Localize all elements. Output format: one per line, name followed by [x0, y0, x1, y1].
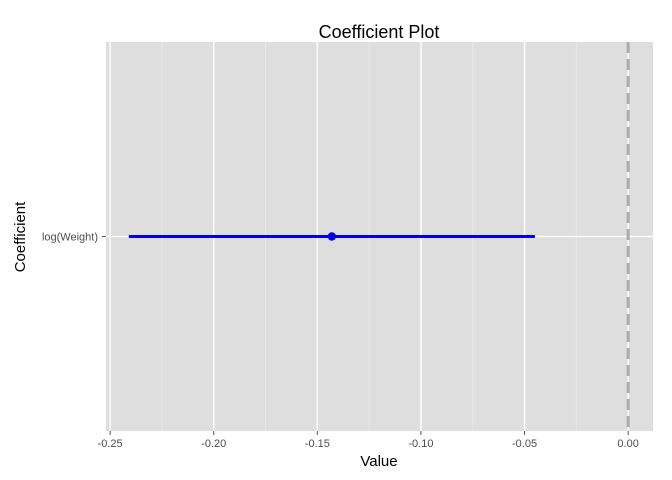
y-tick-label: log(Weight) — [42, 232, 98, 244]
x-axis-title: Value — [360, 453, 397, 470]
x-tick-label: -0.05 — [512, 438, 537, 450]
x-tick-label: 0.00 — [617, 438, 638, 450]
plot-marks — [128, 42, 630, 431]
point-estimate — [327, 232, 337, 241]
x-tick-label: -0.10 — [408, 438, 433, 450]
x-tick-label: -0.20 — [201, 438, 226, 450]
x-tick-label: -0.25 — [98, 438, 123, 450]
x-axis: -0.25 -0.20 -0.15 -0.10 -0.05 0.00 — [98, 431, 639, 450]
chart-title: Coefficient Plot — [319, 22, 440, 42]
y-axis-labels: log(Weight) — [42, 232, 106, 244]
y-axis-title: Coefficient — [12, 201, 29, 272]
x-tick-label: -0.15 — [305, 438, 330, 450]
